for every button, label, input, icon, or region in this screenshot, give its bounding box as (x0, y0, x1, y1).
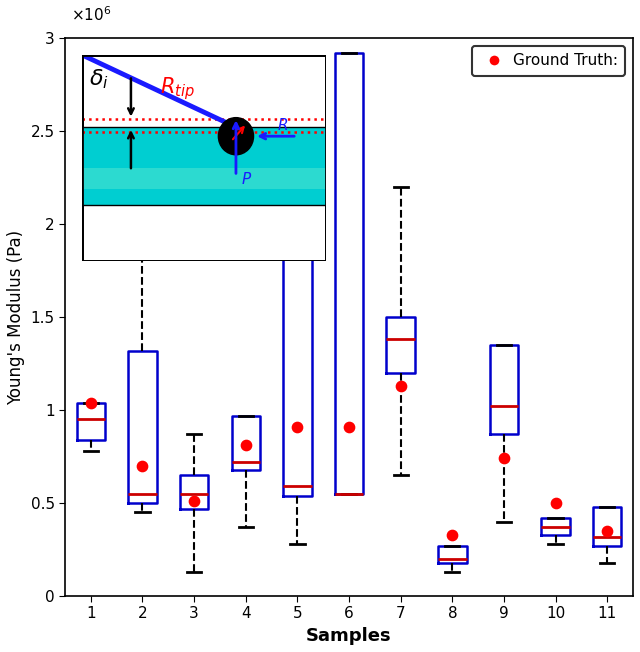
Text: $\times 10^6$: $\times 10^6$ (71, 6, 111, 24)
Point (292, 422, 303, 432)
Point (344, 422, 354, 432)
X-axis label: Samples: Samples (306, 627, 392, 645)
Y-axis label: Young's Modulus (Pa): Young's Modulus (Pa) (7, 230, 25, 405)
Point (138, 461, 148, 471)
Point (602, 526, 612, 536)
Point (86, 398, 96, 408)
Legend: Ground Truth:: Ground Truth: (472, 46, 625, 76)
Point (241, 440, 251, 451)
Point (550, 498, 561, 509)
Point (499, 453, 509, 464)
Point (189, 496, 199, 507)
Point (447, 529, 458, 540)
Point (396, 381, 406, 391)
